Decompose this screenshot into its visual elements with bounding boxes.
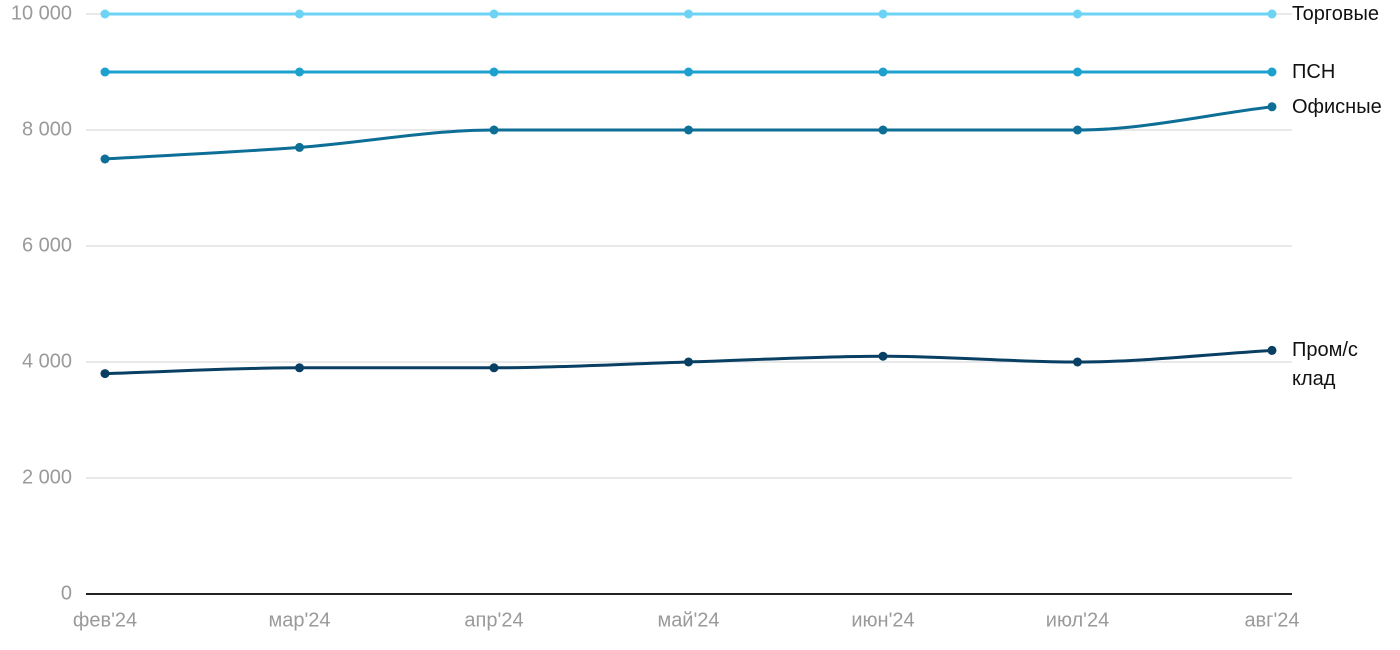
data-point: [1073, 67, 1082, 77]
series-label: Торговые: [1292, 3, 1380, 25]
data-point: [295, 67, 304, 77]
data-point: [1073, 9, 1082, 19]
x-tick-label: мар'24: [268, 609, 330, 631]
series-label: Пром/склад: [1292, 339, 1358, 391]
data-point: [684, 125, 693, 135]
data-point: [1073, 125, 1082, 135]
data-point: [100, 9, 110, 19]
data-point: [295, 363, 304, 373]
y-tick-label: 6 000: [22, 234, 72, 256]
data-point: [100, 67, 110, 77]
data-point: [1267, 345, 1277, 355]
x-tick-label: май'24: [657, 609, 719, 631]
x-tick-label: июл'24: [1046, 609, 1109, 631]
y-tick-label: 8 000: [22, 118, 72, 140]
data-point: [489, 125, 499, 135]
data-point: [684, 357, 693, 367]
data-point: [878, 9, 888, 19]
data-point: [295, 142, 304, 152]
data-point: [295, 9, 304, 19]
data-point: [684, 67, 693, 77]
data-point: [489, 363, 499, 373]
y-tick-label: 10 000: [11, 2, 72, 24]
series-label: Офисные: [1292, 95, 1382, 118]
data-point: [489, 67, 499, 77]
x-tick-label: апр'24: [464, 609, 523, 631]
y-tick-label: 0: [61, 582, 72, 604]
data-point: [100, 154, 110, 164]
data-point: [1073, 357, 1082, 367]
data-point: [878, 67, 888, 77]
data-point: [878, 351, 888, 361]
x-tick-label: авг'24: [1244, 609, 1299, 631]
x-tick-label: фев'24: [73, 609, 137, 631]
data-point: [489, 9, 499, 19]
data-point: [1267, 9, 1277, 19]
data-point: [1267, 102, 1277, 112]
y-tick-label: 4 000: [22, 350, 72, 372]
data-point: [100, 369, 110, 379]
series-label: ПСН: [1292, 61, 1336, 83]
x-tick-label: июн'24: [851, 609, 914, 631]
data-point: [684, 9, 693, 19]
data-point: [878, 125, 888, 135]
data-point: [1267, 67, 1277, 77]
y-tick-label: 2 000: [22, 466, 72, 488]
